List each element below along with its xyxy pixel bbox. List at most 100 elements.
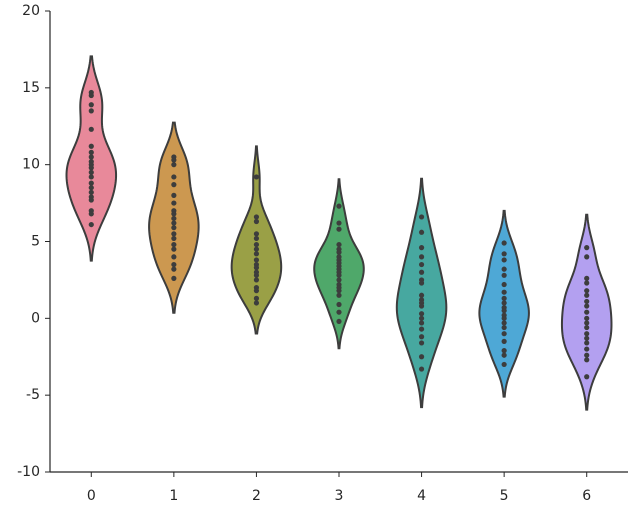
point [171,275,177,281]
point [501,257,507,263]
point [501,281,507,288]
x-tick-label: 4 [417,488,426,504]
point [418,214,425,220]
point [171,192,177,198]
point [171,215,177,222]
point [501,331,507,337]
point [171,211,177,217]
point [253,300,260,306]
point [171,174,177,180]
point [418,303,425,309]
point [584,298,590,305]
point [418,320,425,326]
point [88,180,94,186]
point [88,149,94,155]
y-tick-label: 10 [22,157,40,173]
point [501,251,507,257]
point [584,340,590,346]
point [253,251,260,257]
point [418,254,425,260]
point [253,277,260,283]
point [171,157,177,163]
point [253,295,260,301]
point [171,200,177,206]
point [336,288,342,294]
point [253,174,260,180]
point [253,265,260,271]
point [171,231,177,237]
x-tick-label: 0 [87,488,96,504]
point [584,346,590,352]
point [501,338,507,344]
point [336,249,342,255]
point [584,254,590,260]
point [418,311,425,317]
point [336,203,342,209]
point [253,241,260,248]
y-tick-label: 5 [31,234,40,250]
point [88,174,94,180]
point [584,309,590,315]
point [584,374,590,380]
point [501,361,507,368]
point [584,335,590,341]
point [584,245,590,251]
point [501,272,507,278]
point [88,92,94,99]
point [584,275,590,281]
point [584,324,590,331]
point [253,214,260,220]
point [171,254,177,260]
point [418,326,425,332]
point [336,241,342,248]
x-tick-label: 6 [582,488,591,504]
point [171,241,177,248]
point [501,240,507,246]
point [584,320,590,326]
point [584,357,590,363]
point [171,235,177,242]
point [418,340,425,346]
point [253,218,260,225]
point [171,246,177,252]
point [584,331,590,337]
point [88,211,94,217]
point [171,266,177,272]
point [501,300,507,306]
point [501,315,507,321]
point [501,320,507,326]
point [171,182,177,188]
point [501,289,507,295]
x-tick-label: 1 [169,488,178,504]
point [336,318,342,325]
point [336,272,342,278]
point [584,315,590,321]
point [88,165,94,171]
point [88,185,94,191]
point [501,348,507,354]
point [418,366,425,372]
y-tick-label: 20 [22,3,40,19]
point [88,143,94,149]
point [584,352,590,358]
point [253,257,260,263]
point [418,261,425,268]
point [418,292,425,298]
point [501,308,507,314]
point [88,197,94,203]
x-tick-label: 5 [500,488,509,504]
point [336,309,342,315]
x-tick-label: 3 [335,488,344,504]
y-tick-label: -5 [26,387,40,403]
y-tick-label: 0 [31,310,40,326]
point [336,292,342,298]
point [418,245,425,251]
y-tick-label: 15 [22,80,40,96]
point [88,189,94,195]
point [253,235,260,242]
point [88,108,94,114]
point [501,295,507,301]
point [88,154,94,160]
point [501,352,507,358]
